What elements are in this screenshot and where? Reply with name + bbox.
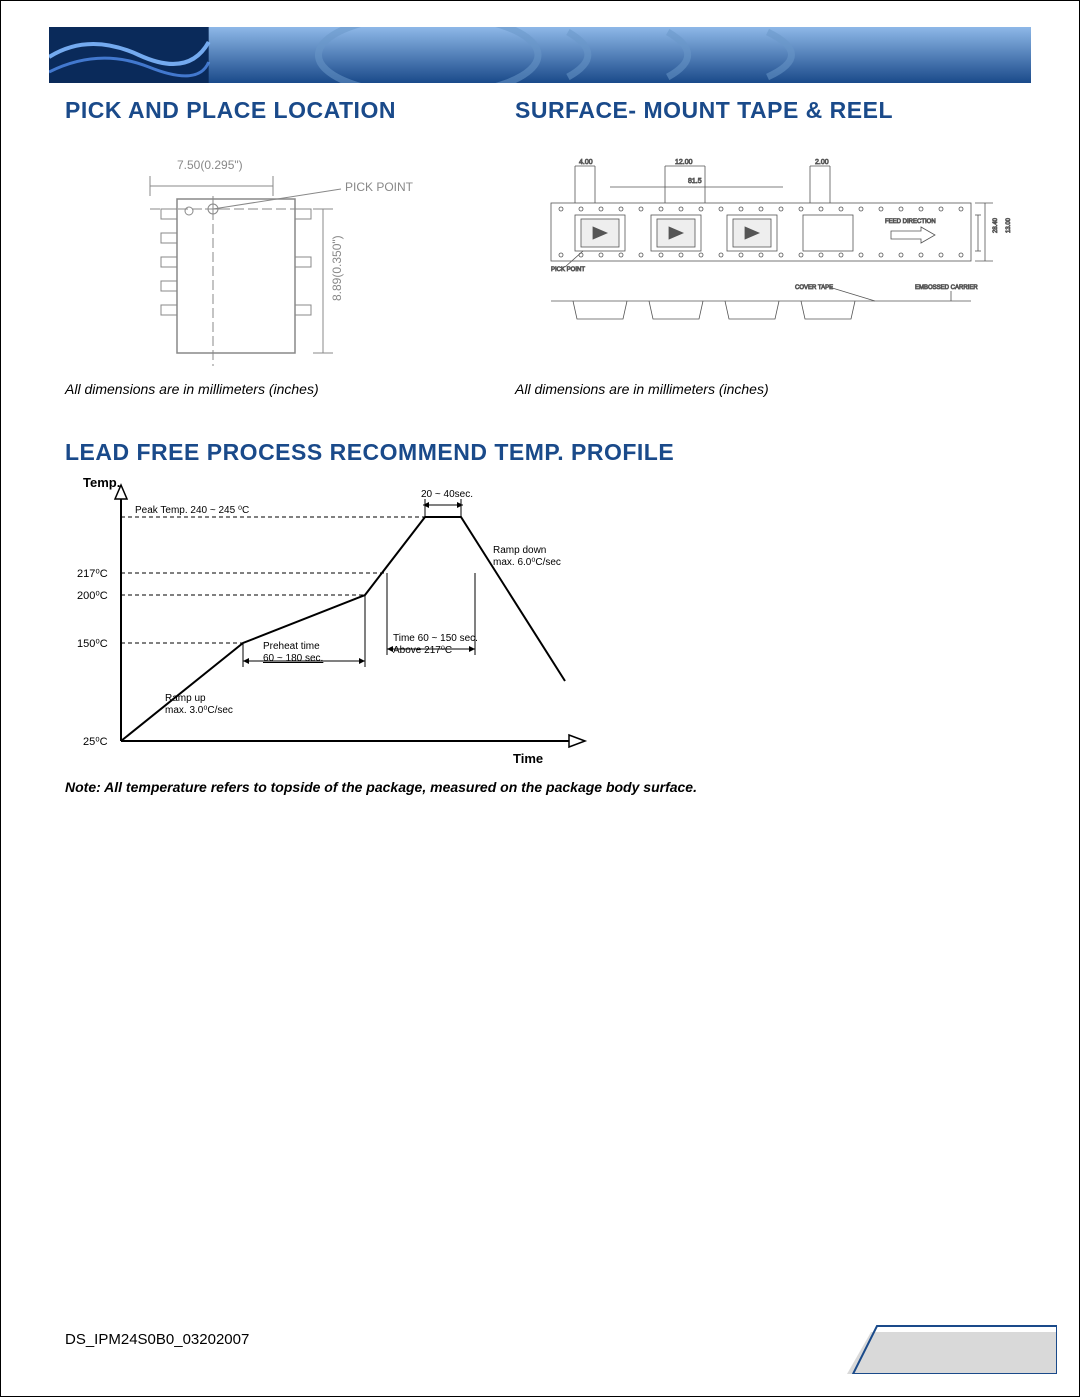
svg-text:PICK POINT: PICK POINT (551, 267, 585, 273)
caption-row: All dimensions are in millimeters (inche… (65, 381, 1031, 397)
header-band (49, 27, 1031, 83)
title-row: PICK AND PLACE LOCATION SURFACE- MOUNT T… (65, 97, 1031, 124)
svg-text:Peak Temp. 240 ~ 245 ⁰C: Peak Temp. 240 ~ 245 ⁰C (135, 505, 249, 516)
title-lead-free: LEAD FREE PROCESS RECOMMEND TEMP. PROFIL… (65, 439, 674, 466)
pick-place-diagram: 7.50(0.295") PICK POINT (65, 151, 515, 371)
caption-right: All dimensions are in millimeters (inche… (515, 381, 1031, 397)
svg-text:12.00: 12.00 (675, 159, 693, 166)
svg-text:EMBOSSED CARRIER: EMBOSSED CARRIER (915, 285, 978, 291)
svg-text:217⁰C: 217⁰C (77, 568, 108, 580)
title-tape-reel: SURFACE- MOUNT TAPE & REEL (515, 97, 1031, 124)
svg-text:150⁰C: 150⁰C (77, 638, 108, 650)
svg-text:25⁰C: 25⁰C (83, 736, 108, 748)
svg-text:COVER TAPE: COVER TAPE (795, 285, 833, 291)
svg-text:81.5: 81.5 (688, 178, 702, 185)
tape-reel-diagram: 4.00 12.00 2.00 81.5 (515, 151, 1035, 371)
svg-text:20 ~ 40sec.: 20 ~ 40sec. (421, 489, 473, 500)
y-axis-label: Temp. (83, 475, 120, 490)
footer-doc-id: DS_IPM24S0B0_03202007 (65, 1331, 249, 1348)
x-axis-label: Time (513, 751, 543, 766)
svg-text:13.00: 13.00 (1006, 217, 1012, 233)
footer-corner-graphic (847, 1314, 1057, 1374)
note-text: Note: All temperature refers to topside … (65, 779, 697, 795)
title-pick-place: PICK AND PLACE LOCATION (65, 97, 515, 124)
svg-text:200⁰C: 200⁰C (77, 590, 108, 602)
dim-width-text: 7.50(0.295") (177, 158, 243, 172)
svg-text:FEED DIRECTION: FEED DIRECTION (885, 219, 936, 225)
svg-text:Ramp up max. 3.0⁰C/sec: Ramp up max. 3.0⁰C/sec (165, 693, 233, 716)
svg-text:4.00: 4.00 (579, 159, 593, 166)
svg-text:2.00: 2.00 (815, 159, 829, 166)
caption-left: All dimensions are in millimeters (inche… (65, 381, 515, 397)
svg-text:Ramp down max. 6.0⁰C/sec: Ramp down max. 6.0⁰C/sec (493, 545, 561, 568)
dim-height-text: 8.89(0.350") (330, 235, 344, 301)
temp-profile-chart: Temp. Time 25⁰C 150⁰C 200⁰C 217⁰C Peak T… (65, 471, 625, 771)
svg-text:28.40: 28.40 (993, 217, 999, 233)
svg-text:Preheat time 60 ~ 180 se: Preheat time 60 ~ 180 sec. (263, 641, 323, 664)
pick-point-label: PICK POINT (345, 180, 414, 194)
diagram-row: 7.50(0.295") PICK POINT (65, 151, 1031, 371)
svg-text:Time 60 ~ 150 sec. Above: Time 60 ~ 150 sec. Above 217⁰C (393, 633, 481, 656)
